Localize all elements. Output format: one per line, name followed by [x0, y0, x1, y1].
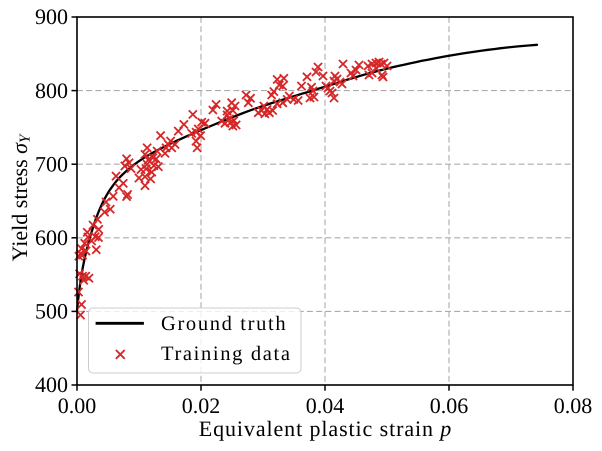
svg-text:0.08: 0.08 — [554, 393, 593, 418]
svg-text:Ground truth: Ground truth — [161, 313, 287, 335]
svg-text:400: 400 — [35, 372, 68, 397]
svg-text:0.04: 0.04 — [306, 393, 345, 418]
svg-text:0.02: 0.02 — [182, 393, 221, 418]
svg-text:0.00: 0.00 — [58, 393, 97, 418]
svg-text:0.06: 0.06 — [430, 393, 469, 418]
svg-text:700: 700 — [35, 151, 68, 176]
svg-text:Equivalent plastic strain p: Equivalent plastic strain p — [199, 416, 452, 441]
svg-text:800: 800 — [35, 78, 68, 103]
svg-text:500: 500 — [35, 299, 68, 324]
svg-text:Yield stress σY: Yield stress σY — [7, 133, 34, 261]
svg-text:900: 900 — [35, 4, 68, 29]
svg-text:600: 600 — [35, 225, 68, 250]
svg-text:Training data: Training data — [161, 343, 292, 365]
